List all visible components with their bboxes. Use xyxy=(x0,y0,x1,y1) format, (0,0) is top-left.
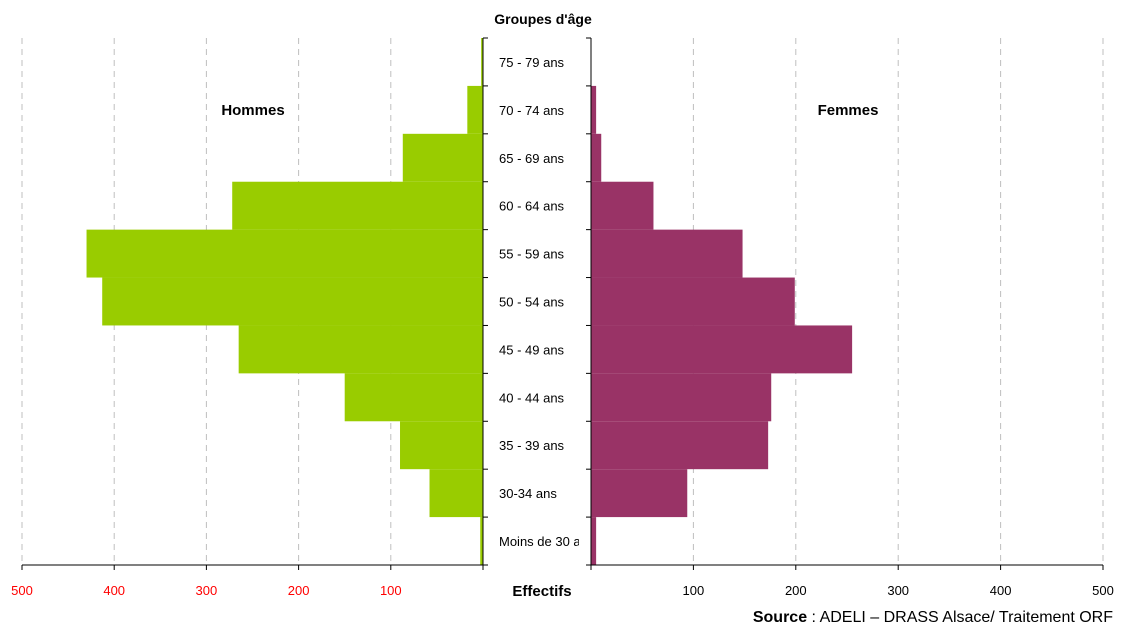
femmes-bars xyxy=(591,85,853,565)
bar-femmes xyxy=(591,469,688,518)
tick-labels: 500 400 300 200 100 100 200 300 400 500 xyxy=(11,583,1114,598)
source-text: : ADELI – DRASS Alsace/ Traitement ORF xyxy=(807,609,1113,626)
bar-hommes xyxy=(480,517,483,565)
age-group-label: 75 - 79 ans xyxy=(499,55,565,70)
age-group-label: 65 - 69 ans xyxy=(499,151,565,166)
bar-hommes xyxy=(400,421,483,470)
x-tick-label-right: 300 xyxy=(887,583,909,598)
bar-femmes xyxy=(591,85,597,134)
age-group-labels: Moins de 30 ans 30-34 ans 35 - 39 ans 40 - … xyxy=(499,55,595,549)
age-group-label: 45 - 49 ans xyxy=(499,342,565,357)
bar-hommes xyxy=(481,38,483,86)
bar-femmes xyxy=(591,277,795,326)
axes xyxy=(21,37,1104,570)
bar-hommes xyxy=(86,229,483,278)
bar-hommes xyxy=(344,373,483,422)
bar-hommes xyxy=(238,325,483,374)
age-group-label: 60 - 64 ans xyxy=(499,199,565,214)
age-group-label: 40 - 44 ans xyxy=(499,390,565,405)
bar-femmes xyxy=(591,421,769,470)
x-tick-label-left: 300 xyxy=(196,583,218,598)
bar-femmes xyxy=(591,325,853,374)
source-label: Source xyxy=(752,609,808,626)
x-tick-label-right: 500 xyxy=(1092,583,1114,598)
age-group-label: Moins de 30 ans xyxy=(499,534,595,549)
series-label-hommes: Hommes xyxy=(221,102,284,119)
x-tick-label-right: 200 xyxy=(785,583,807,598)
age-group-label: 35 - 39 ans xyxy=(499,438,565,453)
x-tick-label-right: 100 xyxy=(683,583,705,598)
population-pyramid-chart: Moins de 30 ans 30-34 ans 35 - 39 ans 40 - … xyxy=(11,11,1114,600)
hommes-bars xyxy=(86,38,484,565)
age-group-label: 30-34 ans xyxy=(499,486,557,501)
chart-title: Groupes d'âge xyxy=(494,11,592,27)
bar-femmes xyxy=(591,229,743,278)
bar-femmes xyxy=(591,181,654,230)
bar-hommes xyxy=(429,469,483,518)
bar-hommes xyxy=(402,133,483,182)
bar-hommes xyxy=(467,85,483,134)
x-tick-label-left: 500 xyxy=(11,583,33,598)
age-group-label: 70 - 74 ans xyxy=(499,103,565,118)
x-axis-label: Effectifs xyxy=(512,583,571,600)
x-tick-label-left: 400 xyxy=(103,583,125,598)
x-tick-label-left: 100 xyxy=(380,583,402,598)
bar-femmes xyxy=(591,133,602,182)
bar-hommes xyxy=(102,277,484,326)
bar-hommes xyxy=(232,181,483,230)
x-tick-label-right: 400 xyxy=(990,583,1012,598)
bar-femmes xyxy=(591,517,597,565)
x-tick-label-left: 200 xyxy=(288,583,310,598)
age-group-label: 55 - 59 ans xyxy=(499,247,565,262)
series-label-femmes: Femmes xyxy=(818,102,879,119)
age-group-label: 50 - 54 ans xyxy=(499,295,565,310)
source-note: Source : ADELI – DRASS Alsace/ Traitemen… xyxy=(753,609,1113,627)
bar-femmes xyxy=(591,373,772,422)
